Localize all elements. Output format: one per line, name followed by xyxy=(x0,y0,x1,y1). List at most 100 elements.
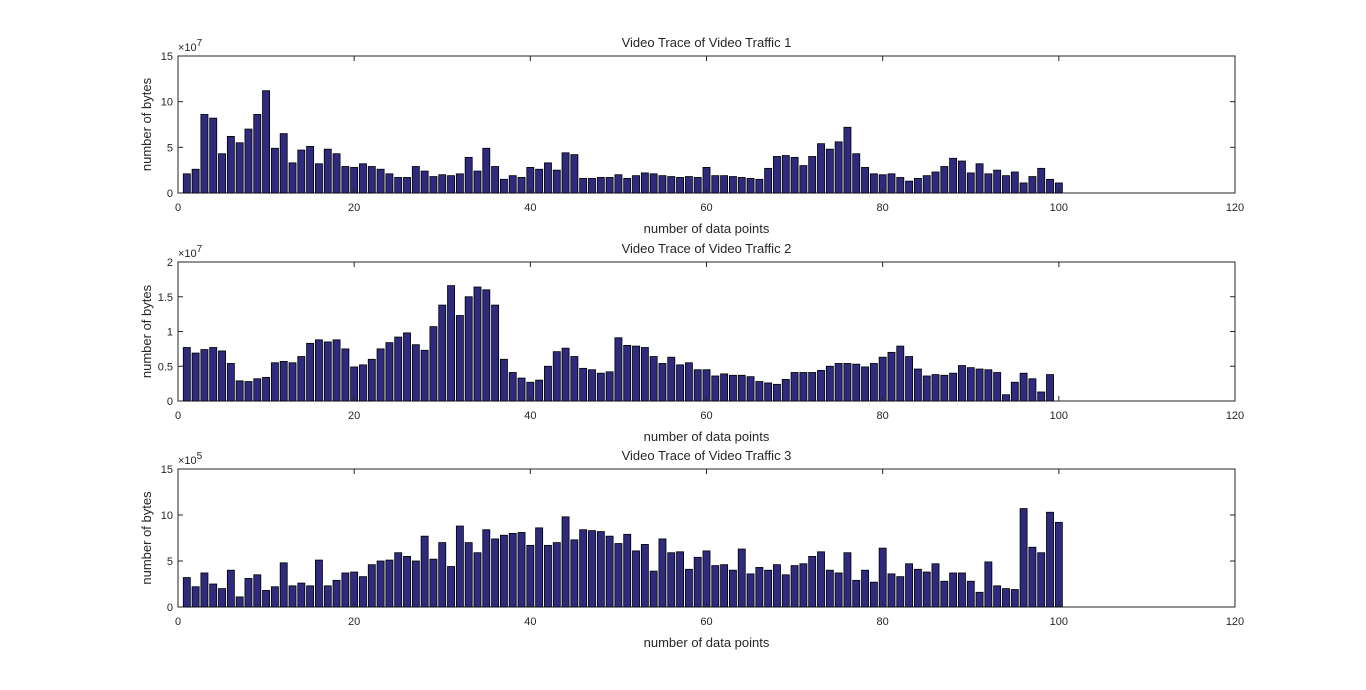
bar xyxy=(570,356,579,402)
bar xyxy=(244,578,253,608)
bar xyxy=(552,351,561,402)
bar xyxy=(482,289,491,402)
x-tick-label: 100 xyxy=(1050,202,1068,214)
bar xyxy=(684,362,693,402)
bar xyxy=(508,372,517,402)
bar xyxy=(491,304,500,402)
bar xyxy=(711,175,720,194)
bar xyxy=(922,375,931,402)
chart-title: Video Trace of Video Traffic 1 xyxy=(622,35,792,50)
y-exponent-label: ×105 xyxy=(178,451,203,467)
x-axis-label: number of data points xyxy=(644,429,770,444)
y-tick-label: 0 xyxy=(167,396,173,408)
bar xyxy=(499,534,508,608)
bar xyxy=(579,367,588,402)
bar xyxy=(913,568,922,608)
bar xyxy=(473,170,482,194)
bar xyxy=(482,529,491,608)
bar xyxy=(1019,508,1028,608)
bar xyxy=(455,173,464,194)
bar xyxy=(403,177,411,194)
bar xyxy=(517,532,526,608)
bar xyxy=(367,358,376,402)
bar xyxy=(209,583,218,608)
bar xyxy=(1028,378,1037,402)
bar xyxy=(799,372,808,402)
bar xyxy=(808,556,817,608)
bar xyxy=(1010,381,1019,402)
bar xyxy=(861,167,869,194)
chart-title: Video Trace of Video Traffic 3 xyxy=(622,448,792,463)
bar xyxy=(596,531,605,608)
bar xyxy=(323,585,332,608)
bar xyxy=(649,173,658,194)
x-tick-label: 0 xyxy=(175,616,181,628)
bar xyxy=(1037,391,1046,402)
bar xyxy=(253,574,262,608)
bar xyxy=(949,157,958,194)
bar xyxy=(905,356,914,402)
bar xyxy=(517,177,526,194)
bar xyxy=(834,572,843,608)
bar xyxy=(1046,374,1054,402)
y-tick-label: 0 xyxy=(167,188,173,200)
bar xyxy=(729,176,737,194)
bar xyxy=(411,166,420,194)
bar xyxy=(253,378,262,402)
bar xyxy=(896,576,905,608)
y-axis-label: number of bytes xyxy=(139,284,154,378)
bar xyxy=(958,365,966,402)
bar xyxy=(561,516,570,608)
bar xyxy=(403,556,411,608)
bar xyxy=(975,591,984,608)
bar xyxy=(447,285,455,402)
x-tick-label: 80 xyxy=(877,202,889,214)
bar xyxy=(966,172,975,194)
x-tick-label: 60 xyxy=(700,410,712,422)
bar xyxy=(323,341,332,402)
y-tick-label: 5 xyxy=(167,142,173,154)
x-tick-label: 120 xyxy=(1226,616,1244,628)
bar xyxy=(790,372,799,402)
bar xyxy=(429,176,438,194)
bar xyxy=(940,580,949,608)
bar xyxy=(429,326,438,402)
bar xyxy=(420,170,429,194)
bar xyxy=(975,163,984,194)
bar xyxy=(218,588,226,608)
bar xyxy=(235,380,244,402)
bar xyxy=(623,177,632,194)
bar xyxy=(359,364,367,402)
bar xyxy=(949,572,958,608)
bar xyxy=(799,563,808,608)
bar xyxy=(808,156,817,194)
bar xyxy=(905,563,914,608)
bar xyxy=(931,563,940,608)
y-exponent-label: ×107 xyxy=(178,38,203,54)
bar xyxy=(1010,171,1019,194)
bar xyxy=(755,178,764,194)
bar xyxy=(376,168,385,194)
bar xyxy=(975,368,984,402)
bar xyxy=(1028,546,1037,608)
bar xyxy=(262,590,271,608)
bar xyxy=(235,142,244,194)
bar xyxy=(332,153,341,194)
bar xyxy=(341,572,350,608)
bar xyxy=(817,551,825,608)
bar xyxy=(773,156,781,194)
bar xyxy=(200,572,209,608)
bar xyxy=(544,544,552,608)
bar xyxy=(464,156,473,194)
bar xyxy=(896,177,905,194)
bar xyxy=(922,571,931,608)
bar xyxy=(209,347,218,402)
bar xyxy=(508,175,517,194)
bar xyxy=(359,163,367,194)
bar xyxy=(887,351,896,402)
bar xyxy=(315,559,323,608)
subplot-1: 0 20 40 60 80 100 120 0 5 10 15 ×107 Video Trace of … xyxy=(139,35,1244,236)
bar xyxy=(517,377,526,402)
bar xyxy=(764,167,773,194)
bar xyxy=(649,356,658,402)
